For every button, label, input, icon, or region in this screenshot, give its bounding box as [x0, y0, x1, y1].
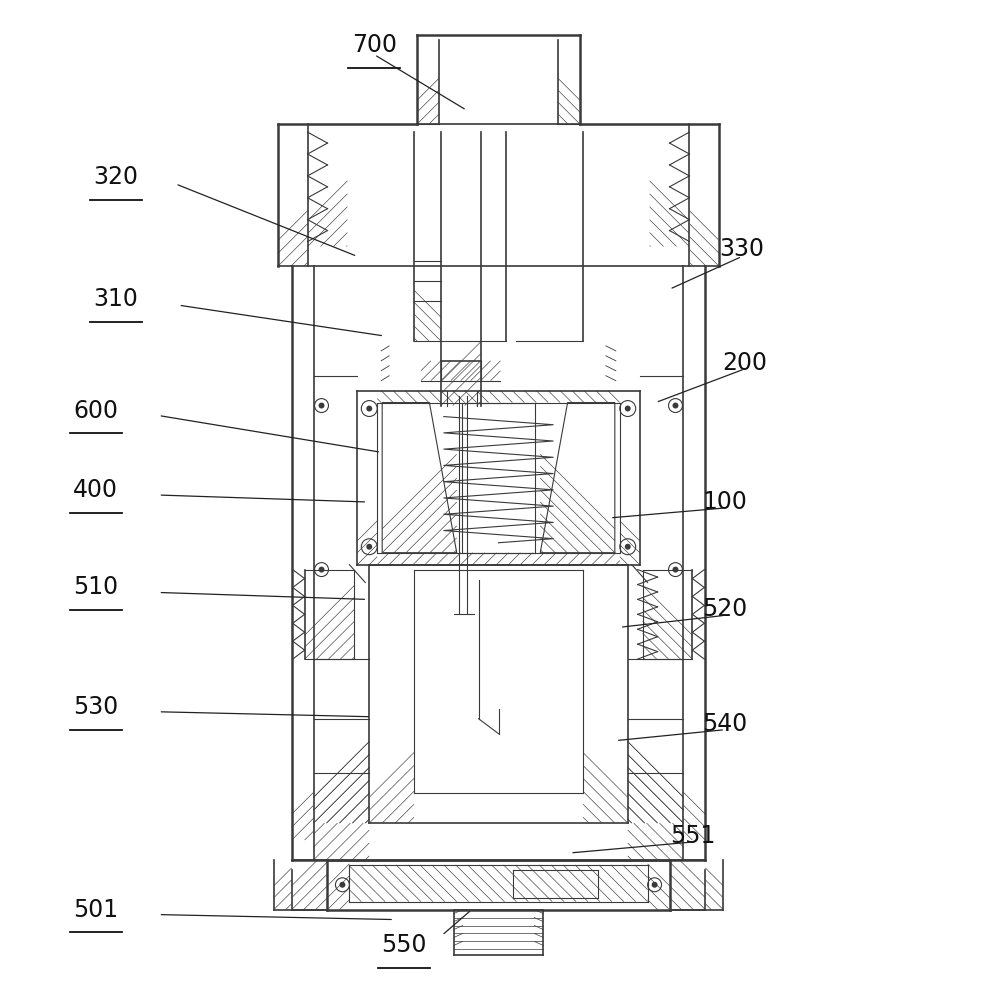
- Circle shape: [366, 544, 372, 550]
- Text: 550: 550: [381, 933, 427, 957]
- Circle shape: [673, 403, 678, 409]
- Text: 700: 700: [352, 33, 397, 57]
- Text: 501: 501: [73, 898, 119, 922]
- Circle shape: [673, 567, 678, 573]
- Text: 320: 320: [94, 165, 139, 189]
- Text: 310: 310: [94, 287, 139, 311]
- Text: 540: 540: [703, 712, 748, 736]
- Circle shape: [625, 406, 631, 412]
- Text: 520: 520: [703, 597, 748, 621]
- Text: 551: 551: [670, 824, 715, 848]
- Circle shape: [366, 406, 372, 412]
- Text: 330: 330: [720, 237, 765, 261]
- Circle shape: [339, 882, 345, 888]
- Text: 600: 600: [74, 399, 119, 423]
- Text: 530: 530: [73, 695, 119, 719]
- Text: 510: 510: [73, 575, 119, 599]
- Text: 400: 400: [74, 478, 119, 502]
- Circle shape: [319, 567, 324, 573]
- Circle shape: [652, 882, 658, 888]
- Text: 100: 100: [703, 490, 748, 514]
- Circle shape: [319, 403, 324, 409]
- Text: 200: 200: [723, 351, 768, 375]
- Circle shape: [625, 544, 631, 550]
